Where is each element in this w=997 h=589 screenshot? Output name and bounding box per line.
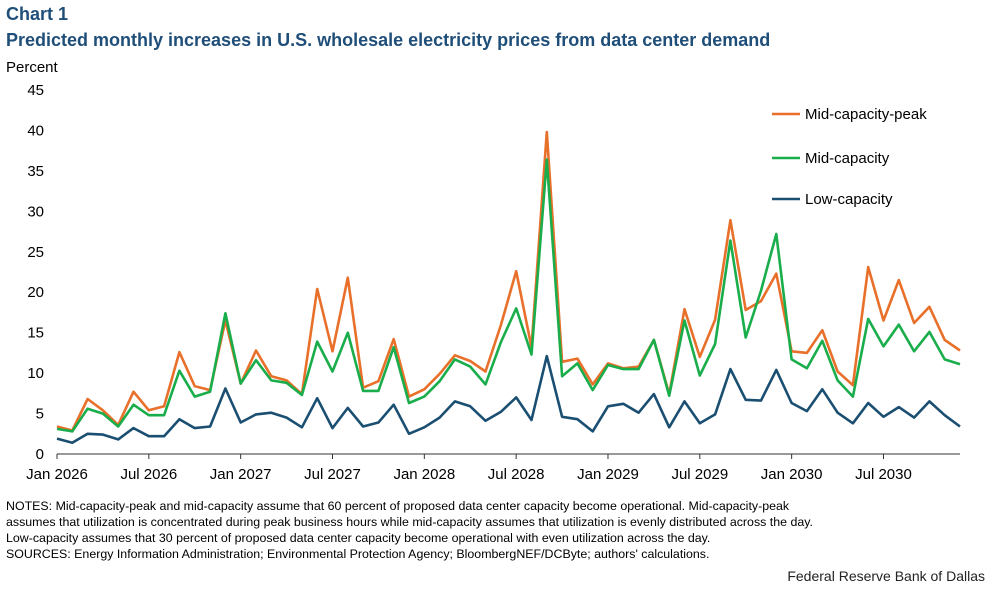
series-line-low-capacity (56, 354, 961, 445)
y-tick-label: 15 (27, 325, 44, 342)
y-tick-label: 30 (27, 203, 44, 220)
chart-label: Chart 1 (6, 4, 69, 24)
x-tick-label: Jul 2029 (671, 466, 728, 483)
source-credit: Federal Reserve Bank of Dallas (787, 568, 985, 584)
y-tick-label: 5 (36, 406, 44, 423)
series-line-mid-capacity-peak (56, 130, 961, 432)
series-line-mid-capacity (56, 158, 961, 433)
x-tick-label: Jul 2027 (304, 466, 361, 483)
y-tick-label: 25 (27, 244, 44, 261)
x-tick-label: Jul 2030 (855, 466, 912, 483)
chart-title: Predicted monthly increases in U.S. whol… (6, 30, 771, 50)
x-tick-label: Jul 2028 (488, 466, 545, 483)
legend-label: Mid-capacity (805, 150, 890, 167)
sources-line: SOURCES: Energy Information Administrati… (6, 547, 710, 561)
y-tick-label: 20 (27, 284, 44, 301)
x-tick-label: Jul 2026 (120, 466, 177, 483)
line-chart: 0 5 10 15 20 25 30 35 40 45 Jan 2026 Jul 2026 Jan 20… (26, 82, 961, 483)
x-tick-label: Jan 2029 (577, 466, 639, 483)
notes-line-1: NOTES: Mid-capacity-peak and mid-capacit… (6, 499, 790, 513)
x-tick-label: Jan 2027 (210, 466, 272, 483)
x-tick-label: Jan 2028 (393, 466, 455, 483)
y-tick-label: 10 (27, 365, 44, 382)
y-axis-unit-label: Percent (6, 59, 58, 76)
x-tick-label: Jan 2030 (761, 466, 823, 483)
y-tick-label: 0 (36, 446, 44, 463)
legend-label: Mid-capacity-peak (805, 106, 927, 123)
notes-line-3: Low-capacity assumes that 30 percent of … (6, 531, 711, 545)
y-tick-label: 40 (27, 122, 44, 139)
y-tick-label: 35 (27, 163, 44, 180)
x-tick-label: Jan 2026 (26, 466, 88, 483)
chart-notes: NOTES: Mid-capacity-peak and mid-capacit… (6, 498, 991, 562)
legend-label: Low-capacity (805, 191, 893, 208)
y-tick-label: 45 (27, 82, 44, 99)
notes-line-2: assumes that utilization is concentrated… (6, 515, 813, 529)
